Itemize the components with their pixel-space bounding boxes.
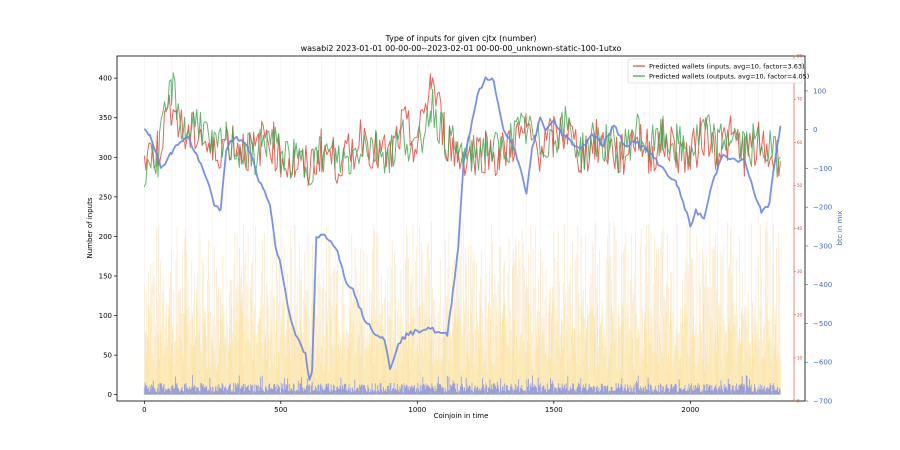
red-tick-label: 10 [797, 355, 803, 360]
x-axis: 0 500 1000 1500 2000 [142, 401, 699, 414]
btc-tick-label: −700 [813, 398, 832, 406]
x-tick-label: 1500 [545, 406, 563, 414]
red-tick-label: 70 [797, 97, 803, 102]
legend-box [627, 58, 803, 84]
series-line-outputs [143, 72, 781, 188]
red-tick-label: 20 [797, 312, 803, 317]
series-line-btc [143, 76, 782, 381]
chart-title: Type of inputs for given cjtx (number) [384, 34, 536, 43]
y-tick-label: 150 [99, 272, 112, 280]
y-axis-btc: 100 0 −100 −200 −300 −400 −500 −600 −700 [805, 87, 832, 406]
chart-subtitle: wasabi2 2023-01-01 00-00-00--2023-02-01 … [301, 44, 622, 53]
x-tick-label: 0 [142, 406, 146, 414]
btc-tick-label: −100 [813, 165, 832, 173]
btc-tick-label: −400 [813, 281, 832, 289]
y-tick-label: 350 [99, 114, 112, 122]
y2-axis-label: btc in mix [836, 211, 844, 246]
btc-tick-label: −300 [813, 242, 832, 250]
y-tick-label: 250 [99, 193, 112, 201]
legend-label-outputs: Predicted wallets (outputs, avg=10, fact… [649, 73, 809, 81]
x-tick-label: 1000 [408, 406, 426, 414]
background-series-layer [143, 221, 782, 395]
legend: Predicted wallets (inputs, avg=10, facto… [627, 58, 809, 84]
grid-layer [144, 56, 773, 401]
btc-tick-label: −600 [813, 359, 832, 367]
red-tick-label: 80 [797, 54, 803, 59]
y-tick-label: 0 [108, 391, 112, 399]
y-tick-label: 50 [103, 352, 112, 360]
plot-frame [116, 55, 806, 402]
x-axis-label: Coinjoin in time [434, 412, 489, 420]
y-tick-label: 100 [99, 312, 112, 320]
btc-tick-label: −200 [813, 204, 832, 212]
legend-label-inputs: Predicted wallets (inputs, avg=10, facto… [649, 63, 805, 71]
y-tick-label: 200 [99, 233, 112, 241]
red-tick-label: 40 [797, 226, 803, 231]
y-tick-label: 300 [99, 154, 112, 162]
btc-tick-label: 100 [813, 87, 826, 95]
x-tick-label: 2000 [681, 406, 699, 414]
btc-tick-label: 0 [813, 126, 817, 134]
series-layer [143, 72, 782, 381]
y-axis-left: 0 50 100 150 200 250 300 350 400 [99, 75, 117, 399]
red-tick-label: 50 [797, 183, 803, 188]
red-tick-label: 0 [797, 399, 800, 404]
btc-tick-label: −500 [813, 320, 832, 328]
y-tick-label: 400 [99, 75, 112, 83]
red-tick-label: 30 [797, 269, 803, 274]
y-axis-red: 0 10 20 30 40 50 60 70 80 [793, 54, 803, 404]
x-tick-label: 500 [274, 406, 287, 414]
red-tick-label: 60 [797, 140, 803, 145]
y-axis-label: Number of inputs [86, 197, 94, 258]
